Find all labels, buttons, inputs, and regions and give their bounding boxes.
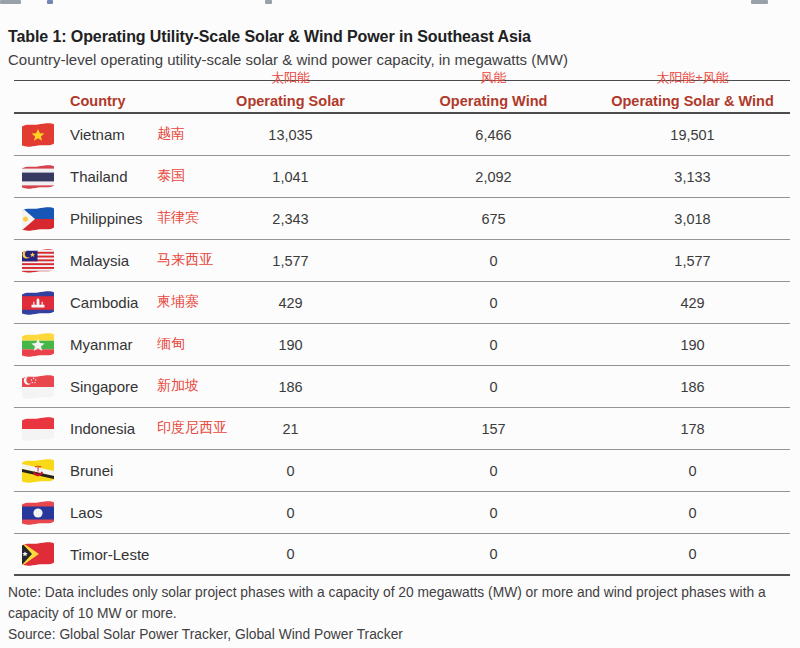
solar-value: 13,035 bbox=[189, 127, 392, 143]
total-value: 0 bbox=[595, 463, 790, 479]
total-value: 3,018 bbox=[595, 211, 790, 227]
wind-value: 675 bbox=[392, 211, 595, 227]
table-row: Malaysia 1,577 0 1,577 马来西亚 bbox=[14, 240, 790, 282]
flag-vietnam-icon bbox=[14, 122, 62, 148]
table-row: Cambodia 429 0 429 柬埔寨 bbox=[14, 282, 790, 324]
total-value: 1,577 bbox=[595, 253, 790, 269]
flag-indonesia-icon bbox=[14, 416, 62, 442]
header-total-translation: 太阳能+风能 bbox=[595, 71, 790, 85]
total-value: 19,501 bbox=[595, 127, 790, 143]
header-operating-wind: Operating Wind bbox=[392, 93, 595, 109]
table-note: Note: Data includes only solar project p… bbox=[8, 582, 790, 624]
header-operating-solar: Operating Solar bbox=[189, 93, 392, 109]
solar-value: 1,577 bbox=[189, 253, 392, 269]
total-value: 429 bbox=[595, 295, 790, 311]
wind-value: 0 bbox=[392, 463, 595, 479]
wind-value: 0 bbox=[392, 546, 595, 562]
solar-value: 429 bbox=[189, 295, 392, 311]
header-country: Country bbox=[62, 93, 189, 109]
solar-value: 0 bbox=[189, 546, 392, 562]
cropped-text-fragment bbox=[751, 0, 768, 4]
flag-laos-icon bbox=[14, 500, 62, 526]
country-name: Brunei bbox=[62, 462, 189, 479]
country-name-translation: 新加坡 bbox=[157, 376, 199, 394]
total-value: 0 bbox=[595, 505, 790, 521]
solar-value: 0 bbox=[189, 505, 392, 521]
header-operating-solar-wind: Operating Solar & Wind bbox=[595, 93, 790, 109]
country-name-translation: 马来西亚 bbox=[157, 250, 213, 268]
flag-malaysia-icon bbox=[14, 248, 62, 274]
country-name-translation: 泰国 bbox=[157, 166, 185, 184]
solar-value: 186 bbox=[189, 379, 392, 395]
cropped-text-fragment bbox=[0, 0, 21, 4]
wind-value: 2,092 bbox=[392, 169, 595, 185]
flag-philippines-icon bbox=[14, 206, 62, 232]
country-name-translation: 越南 bbox=[157, 124, 185, 142]
flag-singapore-icon bbox=[14, 374, 62, 400]
total-value: 0 bbox=[595, 546, 790, 562]
table-row: Myanmar 190 0 190 缅甸 bbox=[14, 324, 790, 366]
country-name: Timor-Leste bbox=[62, 546, 189, 563]
cropped-text-fragment bbox=[47, 0, 53, 4]
wind-value: 6,466 bbox=[392, 127, 595, 143]
country-name-translation: 菲律宾 bbox=[157, 208, 199, 226]
solar-value: 0 bbox=[189, 463, 392, 479]
table-subtitle: Country-level operating utility-scale so… bbox=[8, 51, 568, 68]
flag-timor-leste-icon bbox=[14, 541, 62, 567]
table-row: Laos 0 0 0 bbox=[14, 492, 790, 534]
flag-cambodia-icon bbox=[14, 290, 62, 316]
country-name-translation: 缅甸 bbox=[157, 334, 185, 352]
wind-value: 0 bbox=[392, 295, 595, 311]
country-name-translation: 印度尼西亚 bbox=[157, 418, 227, 436]
table-row: Thailand 1,041 2,092 3,133 泰国 bbox=[14, 156, 790, 198]
wind-value: 157 bbox=[392, 421, 595, 437]
total-value: 190 bbox=[595, 337, 790, 353]
total-value: 3,133 bbox=[595, 169, 790, 185]
table-source: Source: Global Solar Power Tracker, Glob… bbox=[8, 627, 403, 642]
wind-value: 0 bbox=[392, 337, 595, 353]
wind-value: 0 bbox=[392, 253, 595, 269]
cropped-text-fragment bbox=[265, 0, 272, 4]
solar-value: 1,041 bbox=[189, 169, 392, 185]
solar-value: 2,343 bbox=[189, 211, 392, 227]
wind-value: 0 bbox=[392, 505, 595, 521]
table-title: Table 1: Operating Utility-Scale Solar &… bbox=[8, 28, 531, 46]
total-value: 178 bbox=[595, 421, 790, 437]
flag-thailand-icon bbox=[14, 164, 62, 190]
wind-value: 0 bbox=[392, 379, 595, 395]
table-row: Singapore 186 0 186 新加坡 bbox=[14, 366, 790, 408]
flag-brunei-icon bbox=[14, 458, 62, 484]
country-name-translation: 柬埔寨 bbox=[157, 292, 199, 310]
header-wind-translation: 风能 bbox=[392, 71, 595, 85]
country-name: Laos bbox=[62, 504, 189, 521]
table-row: Vietnam 13,035 6,466 19,501 越南 bbox=[14, 114, 790, 156]
table-row: Timor-Leste 0 0 0 bbox=[14, 534, 790, 576]
header-solar-translation: 太阳能 bbox=[189, 71, 392, 85]
table-row: Indonesia 21 157 178 印度尼西亚 bbox=[14, 408, 790, 450]
flag-myanmar-icon bbox=[14, 332, 62, 358]
table-row: Philippines 2,343 675 3,018 菲律宾 bbox=[14, 198, 790, 240]
table-row: Brunei 0 0 0 bbox=[14, 450, 790, 492]
capacity-table: Country Operating Solar Operating Wind O… bbox=[14, 80, 790, 576]
total-value: 186 bbox=[595, 379, 790, 395]
solar-value: 190 bbox=[189, 337, 392, 353]
table-header-row: Country Operating Solar Operating Wind O… bbox=[14, 80, 790, 114]
